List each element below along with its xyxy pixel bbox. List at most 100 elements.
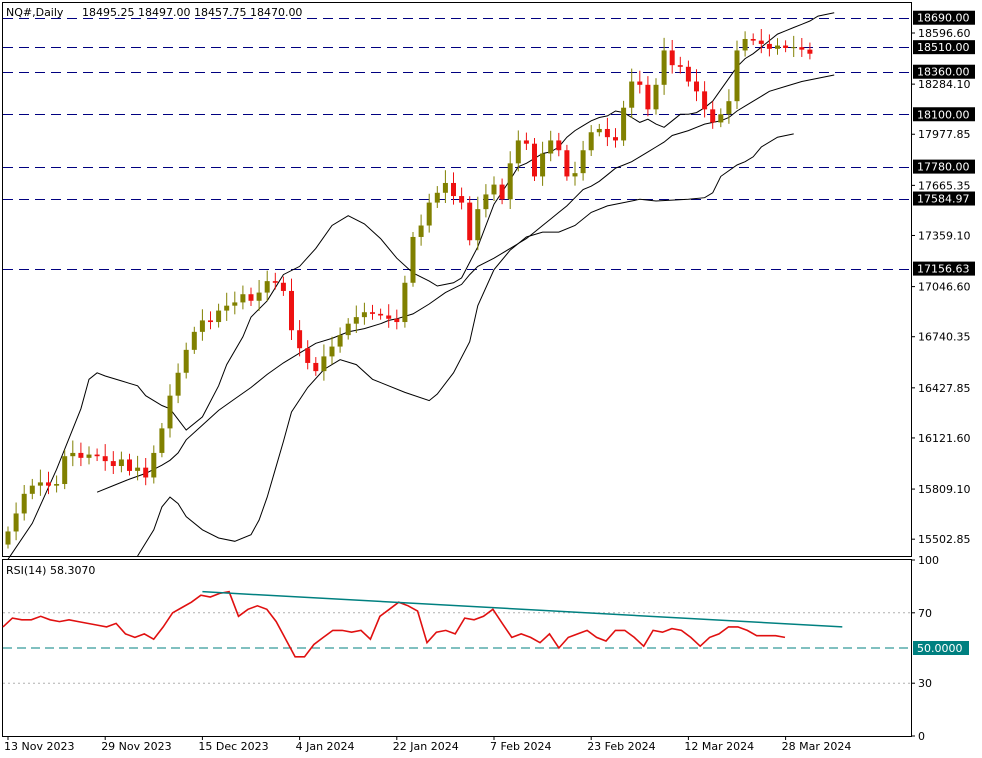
level-label-box <box>913 191 975 206</box>
rsi-tick-label: 70 <box>918 607 932 620</box>
candle-body <box>313 362 319 372</box>
date-tick-label: 22 Jan 2024 <box>393 740 459 753</box>
price-tick-label: 17665.35 <box>918 179 971 192</box>
candle-body <box>248 294 254 301</box>
candle-body <box>378 313 384 316</box>
candle-body <box>475 209 481 241</box>
candle-body <box>370 312 375 314</box>
candle-body <box>135 467 141 471</box>
candle-body <box>110 461 116 467</box>
candle-body <box>499 184 505 200</box>
candle-body <box>159 428 165 453</box>
candle-body <box>402 282 408 323</box>
rsi-level-label: 50.0000 <box>917 642 963 655</box>
date-tick-label: 13 Nov 2023 <box>4 740 74 753</box>
candle-body <box>329 346 335 357</box>
candle-body <box>118 459 124 467</box>
candle-body <box>556 140 562 151</box>
price-tick-label: 18596.60 <box>918 27 971 40</box>
price-tick-label: 15502.85 <box>918 533 971 546</box>
candle-body <box>799 47 805 50</box>
price-tick-label: 17977.85 <box>918 128 971 141</box>
candle-body <box>37 482 43 486</box>
candle-body <box>94 454 100 457</box>
price-axis: 15502.85 15809.10 16121.60 16427.85 16740.35… <box>911 27 971 546</box>
candle-body <box>21 493 27 514</box>
rsi-level-label-box <box>913 641 969 655</box>
candle-body <box>564 150 570 177</box>
candle-body <box>353 317 359 324</box>
level-label: 17780.00 <box>917 161 970 174</box>
candle-body <box>532 143 537 177</box>
candle-body <box>70 452 76 457</box>
candle-body <box>726 101 732 115</box>
candle-body <box>167 395 173 429</box>
candle-body <box>175 372 181 396</box>
candle-body <box>515 140 521 164</box>
candle-body <box>321 356 327 372</box>
candle-body <box>766 43 772 49</box>
candle-body <box>280 282 286 291</box>
level-label: 18690.00 <box>917 12 970 25</box>
candle-body <box>661 50 667 85</box>
candle-body <box>183 349 189 373</box>
level-label-box <box>913 107 975 122</box>
candle-body <box>580 150 586 174</box>
price-tick-label: 18284.10 <box>918 78 971 91</box>
candle-body <box>775 45 780 49</box>
date-tick-label: 29 Nov 2023 <box>101 740 171 753</box>
candle-body <box>410 236 416 283</box>
candle-body <box>127 459 132 471</box>
candle-body <box>467 202 473 241</box>
candle-body <box>710 109 716 123</box>
candle-body <box>604 128 610 138</box>
candle-body <box>264 281 270 293</box>
price-panel-frame <box>2 2 912 557</box>
rsi-tick-label: 30 <box>918 677 932 690</box>
candle-body <box>29 485 35 494</box>
level-labels: 18690.00 18510.00 18360.00 18100.00 17780.00… <box>913 10 975 276</box>
rsi-panel: 50.0000 <box>2 590 969 684</box>
price-tick-label: 16740.35 <box>918 331 971 344</box>
candle-body <box>151 452 157 478</box>
candle-body <box>677 65 683 67</box>
date-tick-label: 23 Feb 2024 <box>587 740 655 753</box>
candle-body <box>653 84 659 110</box>
candle-body <box>232 302 238 306</box>
candle-body <box>13 513 19 532</box>
level-label-box <box>913 261 975 276</box>
candle-body <box>256 292 262 301</box>
candle-body <box>305 348 311 363</box>
level-label: 18510.00 <box>917 41 970 54</box>
candle-body <box>78 452 84 458</box>
rsi-tick-label: 100 <box>918 554 939 567</box>
candle-body <box>613 137 618 141</box>
candle-body <box>86 454 92 458</box>
candle-body <box>523 140 529 144</box>
candle-body <box>645 84 651 110</box>
rsi-line <box>2 590 786 658</box>
rsi-axis: 100 70 30 0 <box>911 554 939 743</box>
level-label-box <box>913 40 975 55</box>
candle-body <box>669 50 675 66</box>
price-tick-label: 17046.60 <box>918 281 971 294</box>
candle-body <box>807 49 813 54</box>
candle-body <box>694 81 699 92</box>
candle-body <box>791 47 797 49</box>
rsi-header: RSI(14) 58.3070 <box>6 564 95 577</box>
date-tick-label: 7 Feb 2024 <box>490 740 551 753</box>
candle-body <box>337 335 343 347</box>
level-label: 18360.00 <box>917 66 970 79</box>
candle-body <box>272 281 278 283</box>
date-axis: 13 Nov 2023 29 Nov 2023 15 Dec 2023 4 Jan 2… <box>4 736 851 753</box>
candle-body <box>46 482 51 486</box>
rsi-tick-label: 0 <box>918 730 925 743</box>
candle-body <box>102 456 108 462</box>
band-upper-line <box>7 12 835 560</box>
candle-body <box>629 81 635 108</box>
candle-body <box>418 225 424 237</box>
candle-body <box>216 310 222 323</box>
candle-body <box>442 182 448 193</box>
level-label-box <box>913 10 975 25</box>
